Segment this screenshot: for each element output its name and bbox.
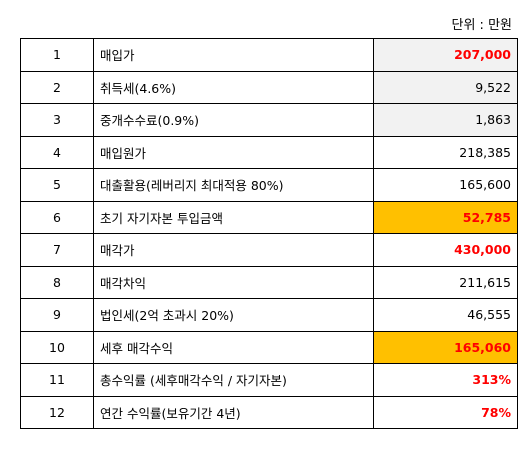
row-value: 207,000 [373,38,518,72]
row-label: 매입가 [93,38,374,72]
row-value: 430,000 [373,233,518,267]
row-value: 313% [373,363,518,397]
row-label: 매각차익 [93,265,374,299]
table-row: 5 대출활용(레버리지 최대적용 80%) 165,600 [20,168,518,202]
row-number: 2 [20,70,94,104]
row-number: 3 [20,103,94,137]
row-label: 법인세(2억 초과시 20%) [93,298,374,332]
row-number: 10 [20,330,94,364]
table-row: 8 매각차익 211,615 [20,265,518,299]
row-value: 211,615 [373,265,518,299]
table-row: 7 매각가 430,000 [20,233,518,267]
row-value: 46,555 [373,298,518,332]
calculation-table: 1 매입가 207,000 2 취득세(4.6%) 9,522 3 중개수수료(… [20,38,518,429]
table-row: 4 매입원가 218,385 [20,135,518,169]
table-row: 6 초기 자기자본 투입금액 52,785 [20,200,518,234]
table-row: 1 매입가 207,000 [20,38,518,72]
table-row: 9 법인세(2억 초과시 20%) 46,555 [20,298,518,332]
row-number: 1 [20,38,94,72]
row-value: 1,863 [373,103,518,137]
row-number: 12 [20,395,94,429]
row-label: 매입원가 [93,135,374,169]
row-value: 165,600 [373,168,518,202]
table-row: 10 세후 매각수익 165,060 [20,330,518,364]
row-number: 7 [20,233,94,267]
row-value: 52,785 [373,200,518,234]
row-label: 연간 수익률(보유기간 4년) [93,395,374,429]
row-number: 6 [20,200,94,234]
row-value: 218,385 [373,135,518,169]
row-number: 4 [20,135,94,169]
row-label: 취득세(4.6%) [93,70,374,104]
table-row: 11 총수익률 (세후매각수익 / 자기자본) 313% [20,363,518,397]
row-label: 총수익률 (세후매각수익 / 자기자본) [93,363,374,397]
row-number: 9 [20,298,94,332]
row-label: 중개수수료(0.9%) [93,103,374,137]
row-value: 9,522 [373,70,518,104]
table-row: 3 중개수수료(0.9%) 1,863 [20,103,518,137]
row-label: 초기 자기자본 투입금액 [93,200,374,234]
row-number: 11 [20,363,94,397]
row-label: 대출활용(레버리지 최대적용 80%) [93,168,374,202]
row-number: 5 [20,168,94,202]
unit-label: 단위 : 만원 [451,18,513,33]
row-label: 매각가 [93,233,374,267]
row-number: 8 [20,265,94,299]
row-label: 세후 매각수익 [93,330,374,364]
row-value: 78% [373,395,518,429]
table-row: 2 취득세(4.6%) 9,522 [20,70,518,104]
table-row: 12 연간 수익률(보유기간 4년) 78% [20,395,518,429]
row-value: 165,060 [373,330,518,364]
